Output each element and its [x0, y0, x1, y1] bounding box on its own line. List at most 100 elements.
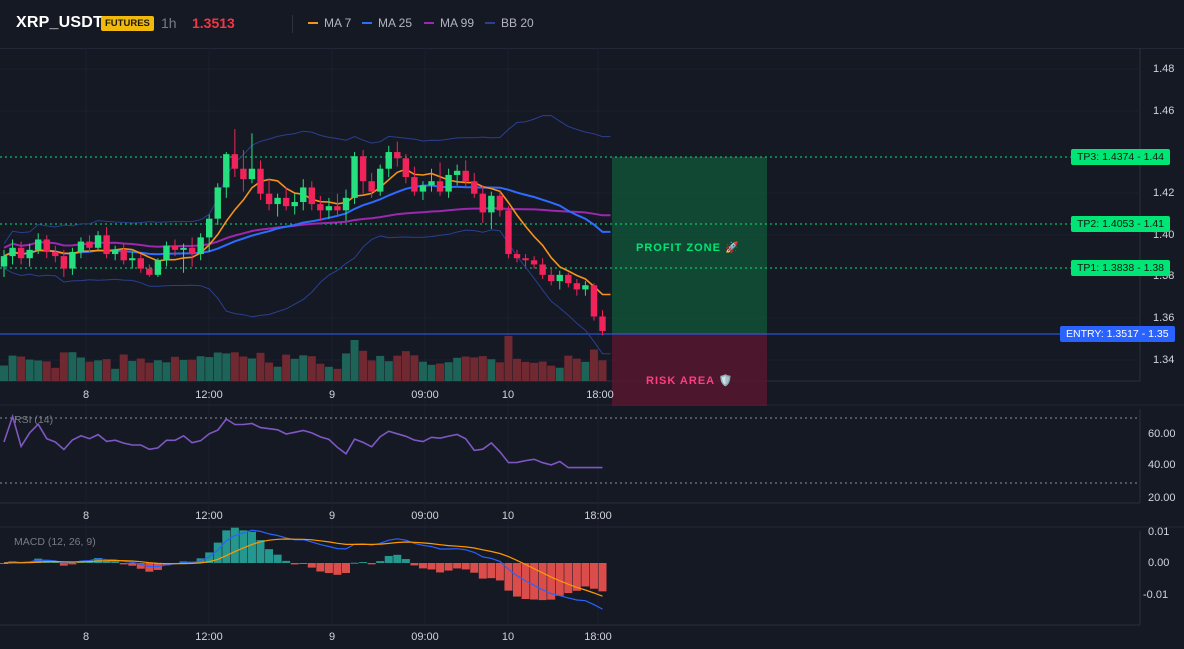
candle-body — [590, 285, 598, 317]
volume-bar — [273, 366, 282, 381]
legend-ma25-label: MA 25 — [378, 16, 413, 30]
macd-histogram-bar — [495, 563, 504, 581]
volume-bar — [196, 356, 205, 381]
last-price: 1.3513 — [192, 15, 235, 31]
candle-body — [129, 258, 136, 261]
candle-body — [479, 193, 486, 213]
macd-histogram-bar — [145, 563, 154, 572]
risk-area-box[interactable] — [612, 334, 767, 406]
candle-body — [154, 260, 162, 275]
volume-bar — [393, 355, 402, 381]
candle-body — [111, 249, 119, 255]
macd-title[interactable]: MACD (12, 26, 9) — [14, 536, 96, 548]
volume-bar — [350, 340, 359, 381]
candle-body — [231, 154, 239, 169]
legend-ma7[interactable]: MA 7 — [308, 16, 351, 30]
rsi-line — [3, 413, 603, 469]
candle-body — [548, 274, 555, 282]
volume-bar — [470, 357, 479, 381]
volume-bar — [299, 355, 308, 381]
macd-histogram-bar — [530, 563, 539, 600]
volume-bar — [85, 361, 94, 381]
legend-ma25[interactable]: MA 25 — [362, 16, 412, 30]
candle-body — [385, 152, 392, 169]
macd-histogram-bar — [51, 561, 60, 563]
volume-bar — [530, 362, 539, 381]
volume-bar — [401, 351, 410, 381]
volume-bar — [555, 367, 564, 381]
macd-histogram-bar — [222, 530, 231, 563]
profit-zone-box[interactable] — [612, 157, 767, 334]
volume-bar — [205, 357, 214, 381]
candle-body — [436, 181, 444, 192]
candle-body — [556, 274, 563, 282]
volume-bar — [119, 354, 128, 381]
candle-body — [599, 316, 606, 332]
macd-histogram-bar — [504, 563, 513, 591]
candle-body — [300, 187, 307, 203]
macd-histogram-bar — [470, 563, 479, 573]
candle-body — [180, 247, 187, 250]
macd-histogram-bar — [136, 563, 145, 569]
ma99-swatch-icon — [424, 22, 434, 24]
volume-bar — [418, 361, 427, 381]
volume-bar — [34, 360, 43, 381]
candle-body — [214, 187, 221, 219]
ma25-swatch-icon — [362, 22, 372, 24]
symbol-name[interactable]: XRP_USDT — [16, 14, 103, 31]
volume-bar — [384, 361, 393, 381]
candle-body — [359, 156, 367, 182]
candle-body — [257, 168, 264, 194]
legend-ma99[interactable]: MA 99 — [424, 16, 474, 30]
macd-histogram-bar — [401, 559, 410, 563]
tp3-tag[interactable]: TP3: 1.4374 - 1.44 — [1071, 149, 1170, 165]
volume-bar — [128, 360, 137, 381]
volume-bar — [478, 356, 487, 381]
macd-histogram-bar — [547, 563, 556, 600]
volume-bar — [76, 357, 85, 381]
volume-bar — [136, 358, 145, 381]
macd-histogram-bar — [427, 563, 436, 570]
macd-histogram-bar — [213, 542, 222, 563]
tp1-tag[interactable]: TP1: 1.3838 - 1.38 — [1071, 260, 1170, 276]
legend-bb20[interactable]: BB 20 — [485, 16, 534, 30]
time-axis-label: 8 — [82, 631, 90, 643]
profit-zone-label: PROFIT ZONE 🚀 — [636, 242, 740, 254]
volume-bar — [538, 361, 547, 381]
volume-bar — [342, 353, 350, 381]
macd-histogram-bar — [290, 563, 299, 565]
candle-body — [77, 241, 85, 252]
macd-signal-line — [3, 538, 603, 597]
timeframe-label[interactable]: 1h — [161, 15, 177, 31]
volume-bar — [521, 361, 530, 381]
candle-body — [513, 254, 521, 259]
macd-histogram-bar — [598, 563, 607, 592]
rsi-title[interactable]: RSI (14) — [14, 414, 54, 426]
candle-body — [488, 195, 495, 213]
entry-tag[interactable]: ENTRY: 1.3517 - 1.35 — [1060, 326, 1175, 342]
ma7-swatch-icon — [308, 22, 318, 24]
macd-histogram-bar — [119, 563, 128, 565]
price-axis-label: 1.46 — [1153, 105, 1175, 117]
time-axis-label: 18:00 — [586, 389, 614, 401]
candle-body — [462, 170, 469, 182]
macd-histogram-bar — [384, 555, 393, 563]
candle-body — [146, 268, 153, 275]
tp2-tag[interactable]: TP2: 1.4053 - 1.41 — [1071, 216, 1170, 232]
candle-body — [69, 251, 76, 269]
volume-bar — [589, 349, 598, 381]
macd-histogram-bar — [393, 554, 402, 563]
candlesticks[interactable] — [0, 129, 606, 336]
candle-body — [471, 181, 478, 194]
rsi-axis-label: 20.00 — [1148, 492, 1176, 504]
macd-histogram-bar — [572, 563, 581, 591]
macd-histogram-bar — [111, 561, 120, 563]
candle-body — [26, 249, 33, 259]
candle-body — [368, 181, 375, 192]
macd-histogram-bar — [68, 563, 77, 565]
macd-histogram-bar — [102, 560, 111, 563]
candle-body — [86, 241, 93, 248]
price-axis-label: 1.36 — [1153, 312, 1175, 324]
rsi-axis-label: 40.00 — [1148, 459, 1176, 471]
